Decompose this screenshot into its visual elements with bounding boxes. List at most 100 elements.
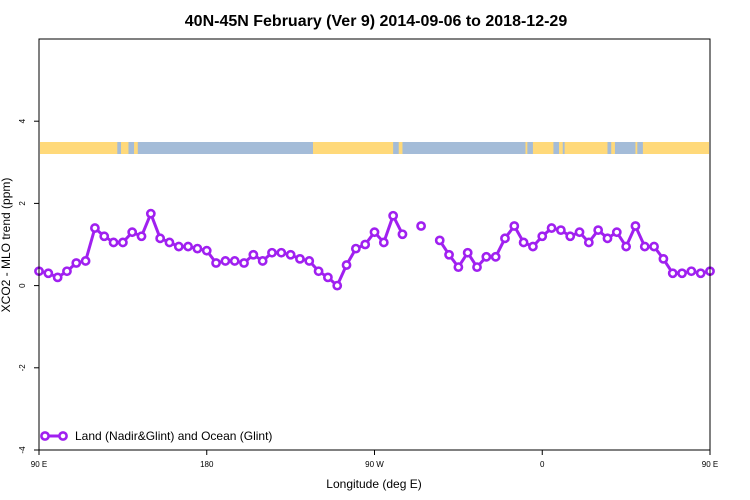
data-point [99,231,110,242]
data-point [108,237,119,248]
data-point [490,251,501,262]
data-point [136,231,147,242]
data-point [528,241,538,252]
data-point [546,223,557,233]
data-point [229,256,240,266]
data-point [341,260,352,270]
data-point [583,237,594,248]
y-tick-label: 0 [18,283,27,288]
y-tick-label: 2 [18,201,27,206]
data-point [686,266,697,277]
data-point [201,245,212,256]
data-point [183,241,194,252]
data-point [155,233,166,244]
data-point [276,247,287,258]
legend: Land (Nadir&Glint) and Ocean (Glint) [40,429,272,443]
land-segment [611,142,615,154]
data-point [369,227,380,238]
data-point [257,256,268,266]
data-point [565,231,576,242]
data-point [332,280,343,291]
data-point [574,227,585,238]
data-point [593,225,604,236]
data-point [658,253,669,264]
x-tick-label: 90 E [31,460,47,469]
data-point [239,258,249,268]
land-ocean-strip [40,142,709,154]
data-point [500,233,510,244]
data-point [285,249,296,260]
data-point [444,249,454,260]
land-segment [642,142,709,154]
data-point [481,251,492,262]
data-point [117,237,128,248]
land-segment [564,142,608,154]
land-segment [312,142,394,154]
data-point [630,221,641,231]
data-point [173,241,184,252]
data-point [267,247,277,258]
data-point [360,239,371,250]
y-axis: -4 -2 0 2 4 [18,118,39,454]
data-point [462,247,473,258]
data-point [621,241,632,252]
legend-marker-left [40,431,50,441]
land-segment [398,142,403,154]
y-axis-label: XCO2 - MLO trend (ppm) [0,178,13,313]
data-point [649,241,659,252]
data-point [323,272,333,283]
data-point [350,243,361,254]
land-segment [40,142,118,154]
data-point [145,208,156,219]
land-segment [134,142,138,154]
data-point [518,237,529,248]
data-point [127,227,138,238]
land-segment [559,142,563,154]
data-point [509,221,520,231]
y-tick-label: -4 [18,446,27,454]
data-point [453,262,464,273]
x-axis: 90 E 180 90 W 0 90 E [31,450,718,469]
data-point [295,253,305,264]
data-point [397,229,408,240]
y-tick-label: -2 [18,364,27,372]
data-point [472,262,482,273]
land-segment [635,142,638,154]
x-tick-label: 90 W [365,460,384,469]
x-axis-label: Longitude (deg E) [326,477,421,491]
data-point [677,268,687,279]
data-point [555,225,566,236]
data-point [43,268,54,279]
data-point [192,243,203,254]
plot-frame [38,38,711,451]
data-point [537,231,548,242]
data-point [71,258,82,268]
data-point [248,249,259,260]
series-layer [34,208,715,291]
land-segment [121,142,129,154]
data-point [80,256,91,266]
data-point [164,237,175,248]
data-point [90,223,100,233]
data-point [211,258,221,268]
data-point [416,221,426,231]
legend-marker-right [58,431,68,441]
data-point [639,241,650,252]
data-point [62,266,72,277]
land-segment [532,142,554,154]
y-tick-label: 4 [18,118,27,123]
data-point [304,256,315,266]
data-point [667,268,678,279]
legend-entry-label: Land (Nadir&Glint) and Ocean (Glint) [75,429,272,443]
x-tick-label: 90 E [702,460,718,469]
data-point [220,256,231,266]
chart-title: 40N-45N February (Ver 9) 2014-09-06 to 2… [185,13,568,30]
data-point [52,272,63,283]
x-tick-label: 0 [540,460,545,469]
data-point [611,227,622,238]
land-segment [525,142,528,154]
data-point [695,268,706,279]
data-point [434,235,445,246]
